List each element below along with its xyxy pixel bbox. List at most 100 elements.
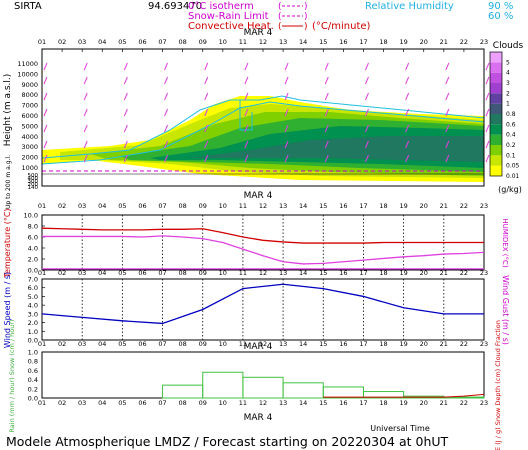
precip-ylabel: Rain (mm / hour) Snow (cm / hour) (8, 319, 16, 432)
date-label-wind: MAR 4 (244, 342, 273, 352)
precip-axes: 0.0 0.20.40.60.81.0 (28, 349, 38, 403)
hour-tick-label: 03 (78, 340, 86, 348)
hour-tick-label: 15 (319, 38, 327, 46)
hour-tick-label: 20 (420, 38, 428, 46)
hour-tick-label: 05 (118, 269, 126, 277)
colorbar-level-label: 3 (506, 80, 510, 87)
hour-tick-label: 09 (199, 38, 207, 46)
wind-barb (43, 92, 48, 101)
wind-barb (123, 140, 128, 149)
wind-barb (204, 108, 209, 117)
hour-tick-label: 05 (118, 38, 126, 46)
hour-tick-label: 10 (219, 38, 227, 46)
colorbar-swatch (490, 103, 502, 114)
cloud-ytick-label: 4000 (21, 133, 38, 141)
wind-barb (164, 140, 169, 149)
svg-text:(: ( (278, 2, 282, 12)
forecast-title: Modele Atmospherique LMDZ / Forecast sta… (6, 434, 449, 449)
wind-barb (364, 108, 369, 117)
hour-tick-label: 20 (420, 269, 428, 277)
colorbar-level-label: 0.6 (506, 121, 516, 128)
cloud-ytick-label: 1000 (21, 164, 38, 172)
cloud-ytick-label: 7000 (21, 102, 38, 110)
ytick-label: 3.0 (28, 310, 38, 318)
cloud-colorbar: 0.01 0.05 0.1 0.2 0.4 0.6 0.8 1 2 3 4 5 (489, 51, 520, 180)
colorbar-level-label: 2 (506, 90, 510, 97)
hour-tick-label: 09 (199, 269, 207, 277)
date-label-cloud: MAR 4 (244, 191, 273, 201)
hour-tick-label: 09 (199, 399, 207, 407)
wind-barb (485, 108, 490, 117)
hour-tick-label: 05 (118, 399, 126, 407)
wind-barb (43, 154, 48, 163)
hour-tick-label: 13 (279, 340, 287, 348)
colorbar-level-label: 0.4 (506, 132, 516, 139)
legend-convheat-unit: (°C/minute) (312, 21, 371, 32)
hour-tick-label: 19 (399, 269, 407, 277)
hour-tick-label: 22 (460, 340, 468, 348)
ytick-label: 8.0 (28, 223, 38, 231)
humidex-ylabel: HUMIDEX (°C) (501, 218, 509, 267)
legend-0c-label: 0°C isotherm (188, 1, 254, 12)
wind-barb (204, 62, 209, 71)
series-line (42, 235, 485, 265)
wind-barb (284, 140, 289, 149)
hour-tick-label: 04 (98, 38, 106, 46)
hour-tick-label: 22 (460, 38, 468, 46)
colorbar-level-label: 4 (506, 70, 510, 77)
hour-tick-label: 16 (339, 399, 347, 407)
date-label-bottom: MAR 4 (244, 413, 273, 423)
hour-tick-label: 15 (319, 202, 327, 210)
wind-barb (43, 76, 48, 85)
precip-ytick-label: 0.8 (28, 358, 38, 366)
wind-barb (83, 92, 88, 101)
hour-tick-label: 22 (460, 202, 468, 210)
hour-tick-label: 21 (440, 38, 448, 46)
hour-tick-label: 22 (460, 399, 468, 407)
hour-tick-label: 20 (420, 340, 428, 348)
hour-labels: 01 02 03 04 05 06 07 08 09 10 11 12 13 14 15 16 17 18 19 20… (38, 38, 488, 407)
station-name: SIRTA (14, 1, 42, 12)
wind-barb (83, 62, 88, 71)
wind-barb (204, 92, 209, 101)
wind-barb (485, 62, 490, 71)
colorbar-swatch (490, 52, 502, 63)
wind-barbs-layer (43, 62, 490, 163)
hour-tick-label: 19 (399, 399, 407, 407)
wind-barb (83, 140, 88, 149)
wind-barb (123, 154, 128, 163)
hour-tick-label: 14 (299, 269, 307, 277)
hour-tick-label: 04 (98, 399, 106, 407)
wind-barb (364, 76, 369, 85)
wind-barb (405, 140, 410, 149)
hour-tick-label: 01 (38, 38, 46, 46)
wind-barb (284, 92, 289, 101)
wind-barb (244, 108, 249, 117)
wind-barb (405, 108, 410, 117)
colorbar-level-label: 0.1 (506, 152, 516, 159)
ytick-label: 1.0 (28, 328, 38, 336)
colorbar-swatch (490, 114, 502, 125)
wind-barb (123, 92, 128, 101)
wind-barb (405, 154, 410, 163)
wind-barb (83, 76, 88, 85)
hour-tick-label: 01 (38, 202, 46, 210)
wind-axes: 0.01.02.03.04.05.06.07.0 (28, 276, 45, 345)
hour-tick-label: 11 (239, 38, 247, 46)
hour-tick-label: 21 (440, 202, 448, 210)
hour-tick-label: 01 (38, 269, 46, 277)
hour-tick-label: 06 (138, 399, 146, 407)
cloud-ytick-low-label: 500 (28, 173, 39, 179)
hour-tick-label: 09 (199, 340, 207, 348)
colorbar-title: Clouds (493, 41, 524, 51)
legend-snowrain-label: Snow-Rain Limit (188, 11, 269, 22)
wind-barb (485, 140, 490, 149)
rh-90-contour (41, 101, 485, 165)
hour-tick-label: 10 (219, 269, 227, 277)
hour-tick-label: 06 (138, 202, 146, 210)
wind-barb (485, 76, 490, 85)
cape-line (323, 393, 485, 398)
hour-tick-label: 13 (279, 269, 287, 277)
hour-tick-label: 16 (339, 340, 347, 348)
wind-barb (364, 124, 369, 133)
